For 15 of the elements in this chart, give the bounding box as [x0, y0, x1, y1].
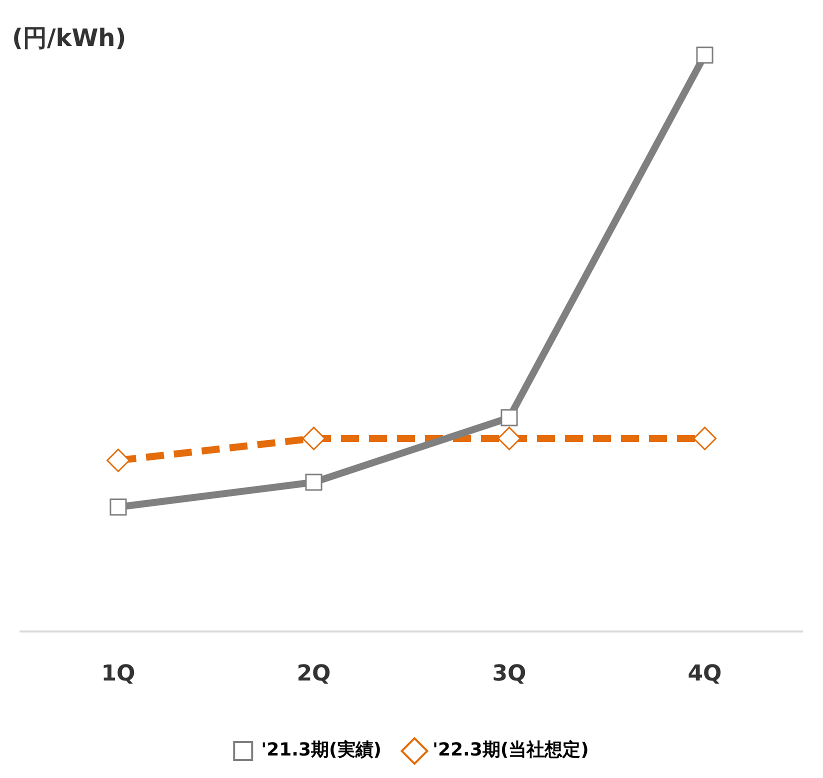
point	[696, 46, 714, 64]
x-tick-label: 2Q	[296, 662, 331, 687]
legend-label: '21.3期(実績)	[261, 740, 382, 761]
point	[110, 498, 127, 516]
x-tick-label: 1Q	[101, 662, 136, 687]
x-tick-label: 3Q	[492, 662, 526, 687]
point	[498, 426, 521, 450]
point	[305, 474, 322, 491]
legend-label: '22.3期(当社想定)	[432, 740, 589, 761]
point	[693, 426, 716, 450]
point	[302, 426, 326, 450]
point	[106, 448, 130, 472]
x-tick-label: 4Q	[688, 662, 722, 687]
point	[500, 409, 518, 426]
y-axis-title: (円/kWh)	[12, 23, 126, 54]
